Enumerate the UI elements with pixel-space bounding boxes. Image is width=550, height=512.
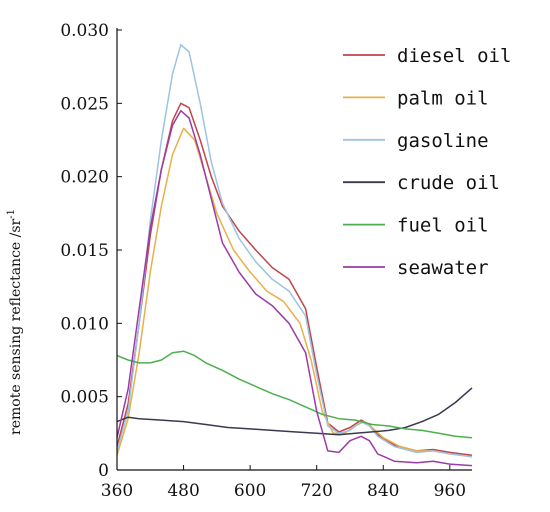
x-tick-label: 720	[300, 481, 332, 501]
legend-item: diesel oil	[343, 45, 511, 67]
legend-item: crude oil	[343, 172, 500, 194]
y-tick-label: 0.010	[60, 314, 109, 334]
legend-item: fuel oil	[343, 215, 489, 237]
legend-label: palm oil	[397, 87, 489, 109]
x-tick-label: 480	[167, 481, 199, 501]
legend-item: gasoline	[343, 130, 489, 152]
legend-label: fuel oil	[397, 215, 489, 237]
y-axis-label: remote sensing reflectance /sr-1	[6, 209, 24, 435]
legend: diesel oil palm oil gasoline crude oil fuel …	[343, 45, 511, 279]
legend-label: diesel oil	[397, 45, 511, 67]
y-tick-label: 0.005	[60, 388, 109, 408]
y-tick-label: 0	[98, 461, 109, 481]
svg-text:remote sensing reflectance /sr: remote sensing reflectance /sr-1	[6, 209, 24, 435]
x-tick-label: 840	[367, 481, 399, 501]
axis-ticks: 0 0.005 0.010 0.015 0.020 0.025 0.030 360 480 600…	[60, 21, 466, 501]
x-tick-label: 960	[434, 481, 466, 501]
x-tick-label: 360	[101, 481, 133, 501]
axes	[116, 28, 472, 471]
legend-item: seawater	[343, 257, 489, 279]
series-line-palm-oil	[116, 127, 473, 458]
legend-label: crude oil	[397, 172, 500, 194]
x-tick-label: 600	[234, 481, 266, 501]
series-line-fuel-oil	[116, 350, 473, 439]
series-line-seawater	[116, 109, 473, 467]
legend-label: seawater	[397, 257, 489, 279]
data-series	[116, 43, 473, 467]
series-line-gasoline	[116, 43, 473, 458]
y-axis-label-superscript: -1	[6, 209, 17, 219]
y-tick-label: 0.025	[60, 94, 109, 114]
y-tick-label: 0.030	[60, 21, 109, 41]
legend-item: palm oil	[343, 87, 489, 109]
y-tick-label: 0.015	[60, 241, 109, 261]
y-tick-label: 0.020	[60, 168, 109, 188]
series-line-crude-oil	[116, 387, 473, 436]
y-axis-label-text: remote sensing reflectance /sr	[8, 218, 24, 435]
legend-label: gasoline	[397, 130, 489, 152]
